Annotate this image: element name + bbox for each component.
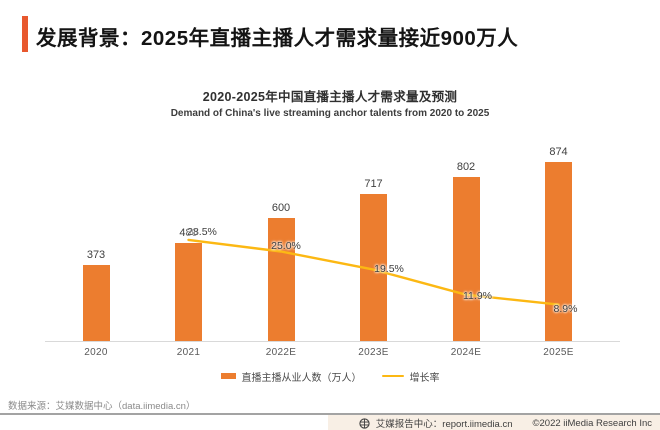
x-tick-label: 2020 bbox=[84, 347, 108, 358]
header-accent-bar bbox=[22, 16, 28, 52]
chart-title: 2020-2025年中国直播主播人才需求量及预测 bbox=[202, 90, 458, 104]
footer-divider bbox=[0, 413, 660, 415]
bar-value-label: 600 bbox=[271, 202, 291, 214]
bar-series-swatch-icon bbox=[220, 373, 236, 379]
chart-legend: 直播主播从业人数（万人） 增长率 bbox=[0, 368, 660, 384]
x-tick-label: 2025E bbox=[543, 347, 574, 358]
bar-2020 bbox=[82, 265, 110, 341]
footer-content: 艾媒报告中心：report.iimedia.cn ©2022 iiMedia R… bbox=[359, 416, 652, 430]
footer-strip bbox=[328, 415, 660, 430]
legend-item-line-series: 增长率 bbox=[381, 369, 440, 384]
x-tick-label: 2024E bbox=[450, 347, 482, 358]
bar-2024E bbox=[452, 177, 480, 341]
bar-series-label: 直播主播从业人数（万人） bbox=[241, 372, 362, 384]
growth-point-label: 25.0% bbox=[271, 239, 301, 252]
report-center-text: 艾媒报告中心：report.iimedia.cn bbox=[375, 419, 513, 430]
growth-point-label: 19.5% bbox=[374, 262, 404, 275]
bar-value-label: 717 bbox=[364, 178, 383, 190]
line-series-label: 增长率 bbox=[409, 372, 440, 384]
chart-subtitle: Demand of China's live streaming anchor … bbox=[170, 108, 490, 119]
bar-2022E bbox=[267, 218, 295, 341]
growth-point-label: 11.9% bbox=[463, 289, 492, 302]
line-series-swatch-icon bbox=[381, 374, 404, 378]
growth-point-label: 8.9% bbox=[553, 302, 578, 315]
data-source-note: 数据来源：艾媒数据中心（data.iimedia.cn） bbox=[8, 401, 196, 412]
bar-value-label: 373 bbox=[86, 249, 106, 261]
bar-value-label: 874 bbox=[549, 146, 568, 158]
iimedia-logo-icon bbox=[359, 417, 370, 429]
x-tick-label: 2023E bbox=[358, 347, 389, 358]
copyright-text: ©2022 iiMedia Research Inc bbox=[532, 417, 652, 429]
bar-value-label: 802 bbox=[456, 161, 476, 173]
x-tick-label: 2021 bbox=[176, 347, 201, 358]
bar-2021 bbox=[175, 243, 202, 341]
x-axis-line bbox=[45, 341, 620, 342]
x-tick-label: 2022E bbox=[265, 347, 297, 358]
legend-item-bar-series: 直播主播从业人数（万人） bbox=[220, 369, 362, 384]
growth-point-label: 28.5% bbox=[187, 225, 217, 238]
bar-value-label: 480 bbox=[179, 227, 198, 239]
section-title: 发展背景：2025年直播主播人才需求量接近900万人 bbox=[36, 27, 519, 50]
